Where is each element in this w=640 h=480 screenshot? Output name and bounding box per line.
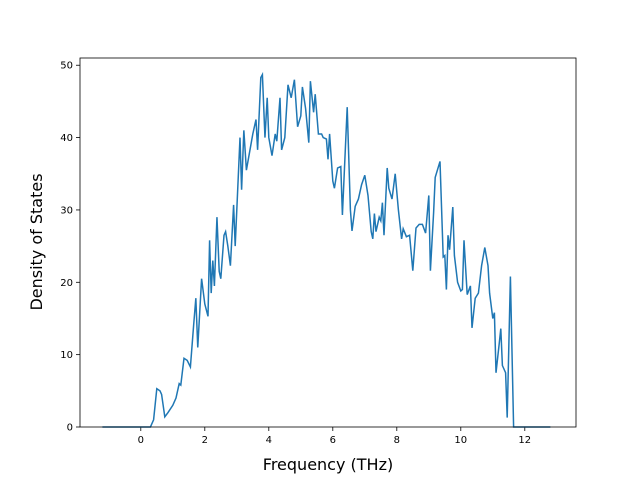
y-tick-label: 50 <box>60 61 73 72</box>
x-tick-label: 8 <box>394 435 400 446</box>
x-tick-label: 10 <box>454 435 467 446</box>
x-axis-label: Frequency (THz) <box>263 455 393 474</box>
x-tick-label: 2 <box>202 435 208 446</box>
y-tick-label: 40 <box>60 133 73 144</box>
y-tick-label: 20 <box>60 278 73 289</box>
data-line <box>102 71 551 428</box>
x-tick-label: 12 <box>518 435 531 446</box>
y-axis-label: Density of States <box>27 173 46 310</box>
x-tick-label: 0 <box>138 435 144 446</box>
y-tick-label: 10 <box>60 350 73 361</box>
x-tick-label: 4 <box>266 435 272 446</box>
y-tick-label: 30 <box>60 205 73 216</box>
y-tick-label: 0 <box>67 423 73 434</box>
plot-frame <box>79 57 577 428</box>
x-tick-label: 6 <box>330 435 336 446</box>
